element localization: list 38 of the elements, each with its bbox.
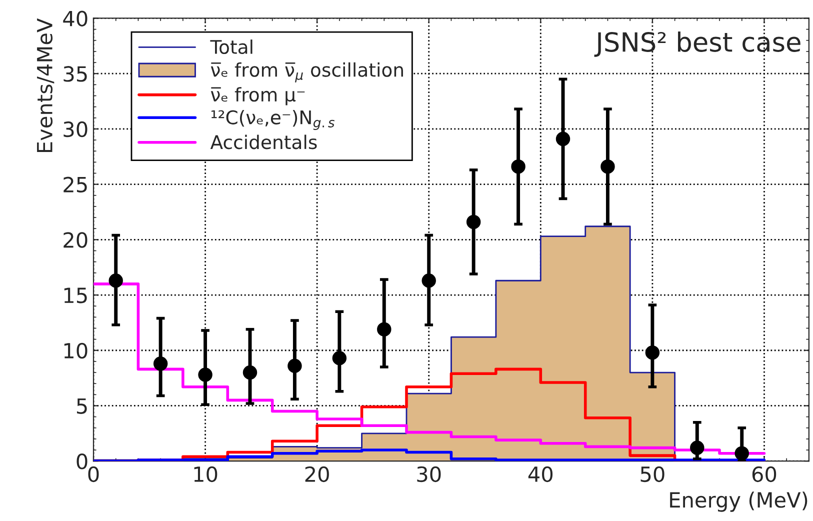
point: [511, 159, 526, 174]
y-tick-label: 35: [64, 66, 87, 82]
point: [422, 274, 436, 288]
x-tick-label: 30: [417, 466, 441, 482]
x-tick-label: 0: [88, 466, 99, 482]
point: [198, 368, 212, 382]
legend-label: ¹²C(νₑ,e⁻)N$_{g.s}$: [211, 110, 335, 130]
x-tick-label: 40: [528, 466, 553, 482]
y-tick-label: 30: [64, 121, 88, 138]
point: [466, 214, 481, 230]
y-tick-label: 0: [76, 454, 88, 470]
y-tick-label: 10: [64, 342, 88, 359]
point: [332, 351, 347, 366]
x-tick-label: 10: [194, 466, 218, 482]
point: [108, 274, 123, 288]
point: [153, 356, 168, 371]
y-tick-label: 20: [64, 232, 88, 248]
point: [242, 365, 258, 380]
y-tick-label: 25: [64, 176, 87, 193]
point: [645, 345, 660, 360]
point: [288, 358, 302, 373]
legend-label: Accidentals: [210, 134, 317, 150]
x-tick-label: 60: [752, 466, 776, 482]
x-tick-label: 50: [640, 466, 664, 482]
x-axis-title: Energy (MeV): [670, 492, 808, 512]
point: [556, 132, 570, 146]
legend-label: ν̅ₑ from ν̅$_{μ}$ oscillation: [210, 62, 403, 82]
y-tick-label: 5: [76, 398, 87, 414]
x-tick-label: 20: [305, 466, 329, 482]
y-tick-label: 15: [64, 288, 87, 304]
y-tick-label: 40: [63, 10, 88, 26]
y-axis-title: Events/4MeV: [37, 18, 54, 152]
annotation: JSNS² best case: [594, 32, 800, 57]
legend-label: Total: [210, 40, 252, 54]
point: [600, 159, 615, 174]
point: [377, 322, 392, 336]
point: [690, 440, 704, 455]
legend-label: ν̅ₑ from μ⁻: [210, 87, 305, 106]
